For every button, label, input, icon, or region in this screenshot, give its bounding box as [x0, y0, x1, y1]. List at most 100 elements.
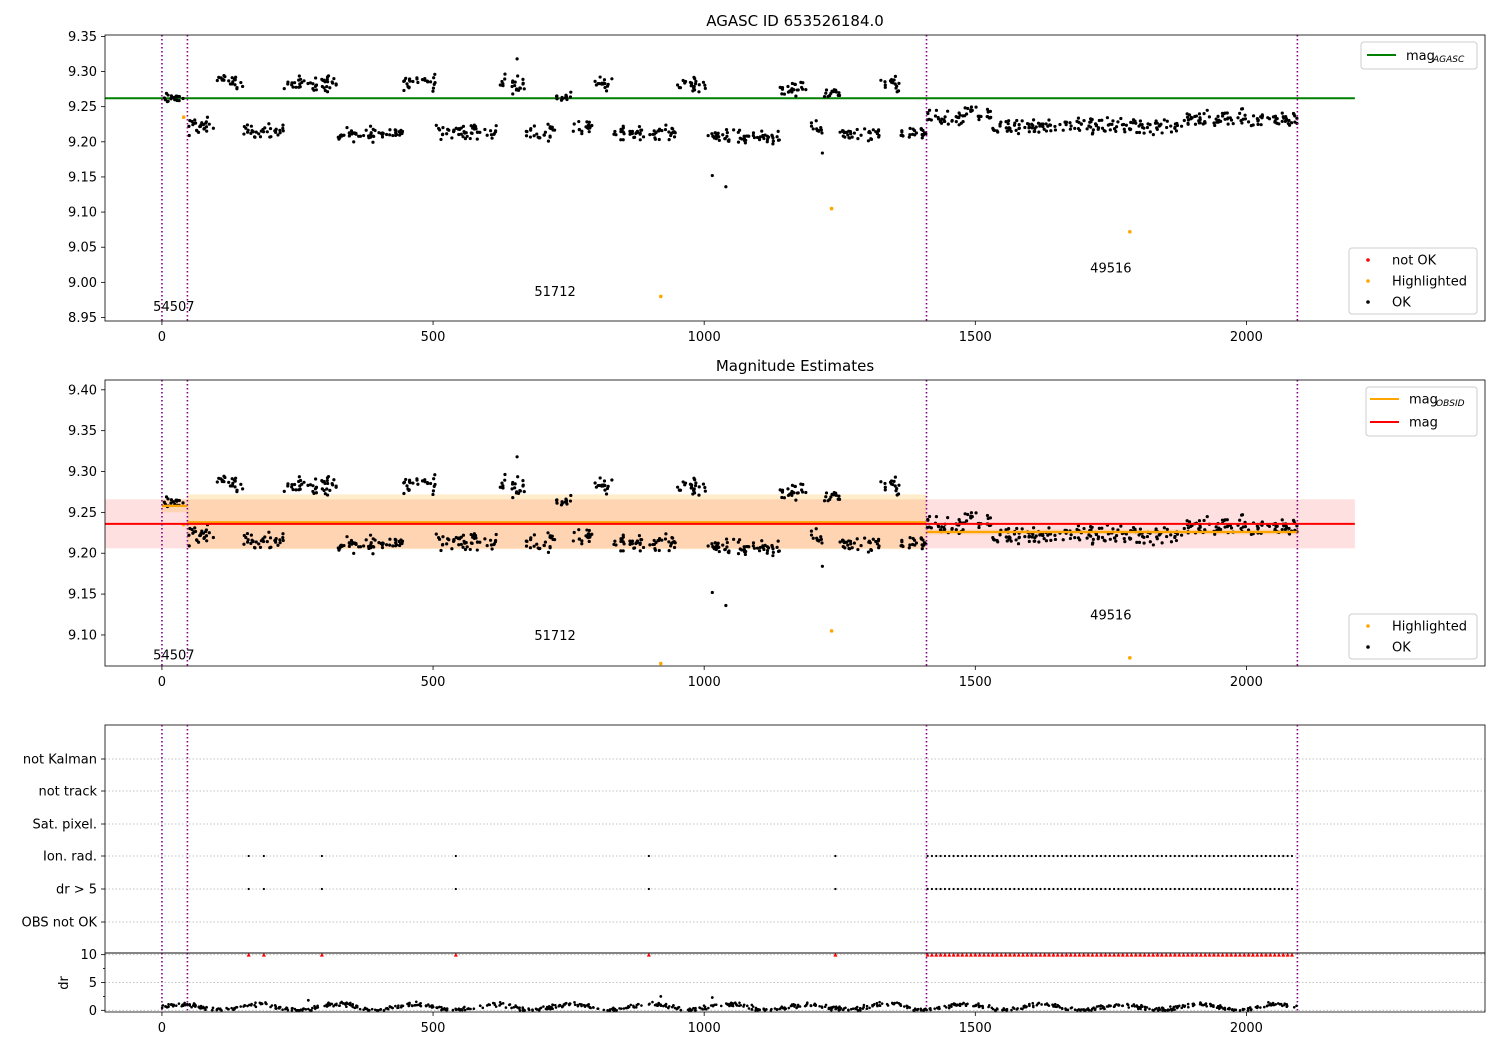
ok-point	[849, 542, 853, 546]
ok-point	[809, 529, 814, 533]
flag-point	[1256, 854, 1259, 858]
dr-point	[1031, 1001, 1035, 1005]
y-tick-label: 0	[89, 1004, 97, 1019]
ok-point	[463, 137, 468, 141]
ok-point	[571, 129, 575, 133]
ok-point	[242, 542, 246, 546]
dr-point	[707, 1006, 710, 1010]
dr-point	[1246, 1009, 1250, 1012]
dr-over-5-marker	[947, 952, 952, 957]
ok-point	[841, 134, 845, 138]
flag-point	[1013, 854, 1016, 858]
ok-point	[809, 121, 814, 125]
ok-point	[580, 129, 584, 133]
ok-point	[663, 537, 668, 541]
ok-point	[490, 136, 494, 140]
ok-point	[432, 76, 436, 80]
dr-point	[750, 1003, 754, 1007]
ok-point	[653, 548, 658, 552]
dr-point	[1255, 1006, 1259, 1010]
dr-point	[1209, 1004, 1213, 1008]
ok-point	[352, 551, 356, 555]
dr-point	[933, 1007, 936, 1010]
ok-point	[463, 547, 468, 552]
flag-point	[454, 854, 457, 858]
ok-point	[323, 492, 327, 496]
ok-point	[921, 133, 925, 138]
dr-point	[199, 1007, 203, 1010]
ok-point	[721, 543, 725, 547]
ok-point	[1020, 119, 1024, 123]
ok-point	[252, 545, 257, 550]
flag-point	[1247, 887, 1250, 891]
dr-point	[855, 1006, 858, 1010]
ok-point	[325, 487, 329, 491]
dr-point	[838, 1008, 842, 1011]
ok-point	[1165, 527, 1169, 531]
dr-point	[479, 1004, 482, 1008]
ok-point	[276, 133, 280, 137]
dr-point	[742, 1003, 746, 1007]
dr-point	[899, 1004, 903, 1008]
ok-point	[1256, 122, 1260, 126]
ok-point	[1280, 527, 1284, 532]
dr-point	[180, 1004, 183, 1008]
ok-point	[326, 80, 330, 84]
dr-point	[1109, 1004, 1112, 1008]
ok-point	[571, 539, 575, 543]
ok-point	[657, 137, 661, 142]
ok-point	[278, 541, 282, 545]
ok-point	[792, 88, 796, 92]
dr-point	[542, 1005, 545, 1008]
flag-point	[1178, 854, 1181, 858]
ok-point	[585, 535, 590, 539]
dr-point	[171, 1004, 175, 1008]
dr-point	[277, 1006, 281, 1010]
dr-point	[1126, 1003, 1130, 1007]
legend-label: mag	[1409, 416, 1438, 431]
ok-point	[1004, 120, 1008, 124]
ok-point	[205, 129, 209, 133]
dr-point	[873, 1002, 876, 1006]
x-tick-label: 500	[421, 675, 446, 690]
dr-point	[592, 1006, 595, 1009]
flag-point	[1021, 854, 1025, 858]
dr-point	[966, 1002, 969, 1006]
ok-point	[193, 526, 197, 530]
ok-point	[1240, 121, 1244, 125]
ok-point	[215, 78, 219, 83]
flag-point	[1082, 854, 1085, 858]
flag-point	[1008, 887, 1012, 891]
flag-point	[1034, 887, 1038, 891]
dr-point	[1156, 1009, 1160, 1012]
ok-point	[204, 120, 208, 124]
ok-point	[958, 113, 962, 117]
ok-point	[297, 488, 301, 492]
dr-point	[1066, 1008, 1070, 1012]
dr-point	[830, 1007, 834, 1010]
dr-point	[551, 1003, 554, 1007]
ok-point	[1069, 533, 1073, 537]
dr-point	[549, 1007, 552, 1011]
ok-point	[191, 531, 195, 535]
ok-point	[459, 542, 463, 547]
ok-point	[408, 478, 412, 482]
ok-point	[725, 545, 729, 549]
ok-point	[433, 482, 437, 487]
ok-point	[1259, 123, 1263, 127]
ok-point	[761, 133, 765, 138]
ok-point	[1053, 537, 1058, 542]
flag-point	[1130, 887, 1133, 891]
x-tick-label: 1000	[688, 1021, 721, 1036]
flag-point	[961, 854, 964, 858]
ok-point	[273, 538, 278, 542]
dr-over-5-marker	[1259, 952, 1264, 957]
ok-point	[522, 87, 526, 91]
dr-point	[783, 1008, 787, 1011]
ok-point	[760, 539, 764, 543]
ok-point	[725, 540, 729, 545]
ok-point	[736, 130, 740, 134]
ok-point	[846, 133, 850, 137]
ok-point	[848, 136, 852, 140]
